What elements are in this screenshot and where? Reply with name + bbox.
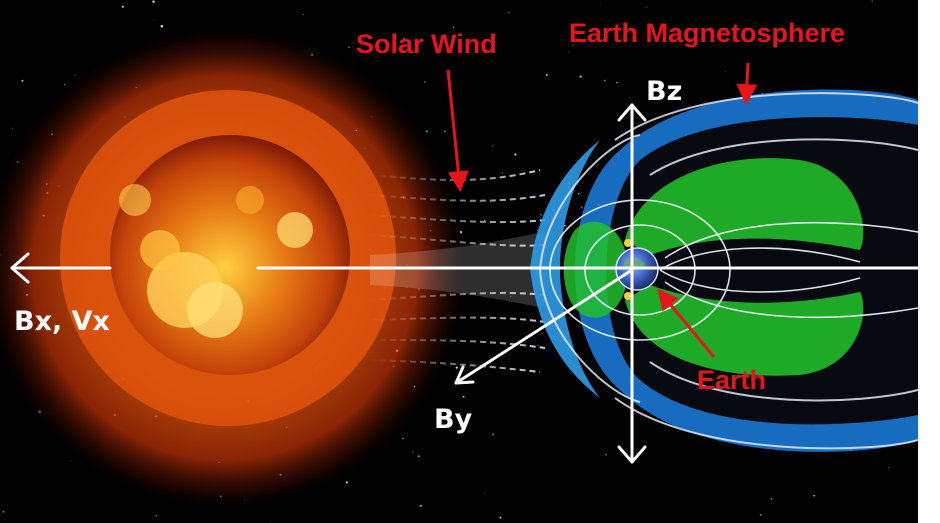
star [402,38,406,41]
star [74,74,76,76]
star [579,75,582,78]
star [345,481,348,484]
star [545,73,548,77]
star [537,344,540,347]
star [419,504,422,507]
star [64,84,66,85]
star [423,81,426,83]
star [501,172,503,174]
star [540,214,542,216]
star [568,51,570,53]
solar-wind-beam [370,232,545,308]
star [425,130,428,133]
star [508,11,510,14]
star [11,127,13,129]
star [725,70,727,73]
by-label: By [434,404,473,435]
star [813,495,815,497]
star [348,46,350,49]
star [646,7,648,9]
star [499,516,502,519]
coordinate-axes [10,103,918,464]
star [491,433,495,436]
star [514,153,517,156]
star [455,366,458,369]
diagram-canvas: Solar Wind Earth Magnetosphere Earth Bx,… [0,0,918,523]
radiation-belt-lower [625,285,864,376]
star [155,514,158,517]
star [616,81,618,84]
star [770,498,773,500]
sun [0,28,465,508]
star [121,5,124,8]
star [578,193,580,195]
magnetosphere [530,89,918,452]
star [70,460,72,462]
star [417,455,420,458]
star [600,3,602,5]
magnetosphere-label: Earth Magnetosphere [569,18,845,48]
star [484,492,486,494]
x-axis-arrowhead [10,252,30,284]
star [580,206,583,209]
star [510,296,512,298]
star [2,510,5,513]
star [160,24,164,28]
y-axis-arrowhead [454,365,475,385]
star [602,39,605,41]
star [603,79,606,82]
star [759,513,762,516]
star [154,19,156,21]
star [484,219,486,222]
star [402,437,404,440]
star [21,79,24,82]
star [888,466,890,468]
star [444,130,446,132]
z-axis-down-arrowhead [617,445,647,464]
solar-wind-label: Solar Wind [356,29,497,59]
solar-wind-pointer [446,69,469,193]
bx-vx-label: Bx, Vx [14,306,110,337]
star [572,44,574,46]
star [492,145,494,147]
star [871,0,873,2]
y-axis [454,268,634,385]
earth-label: Earth [697,365,766,395]
z-axis-up-arrowhead [617,103,647,122]
radiation-belt-upper [625,158,864,255]
bz-label: Bz [646,76,682,107]
star [412,451,414,453]
earth-pointer [657,288,716,358]
annotation-arrows [446,62,758,358]
star [452,26,455,28]
sun-earth-diagram: Solar Wind Earth Magnetosphere Earth Bx,… [0,0,918,523]
star [537,230,539,232]
star [462,395,465,398]
star [303,13,304,15]
magnetosphere-pointer [736,62,758,106]
star [152,0,155,3]
star [605,454,607,456]
